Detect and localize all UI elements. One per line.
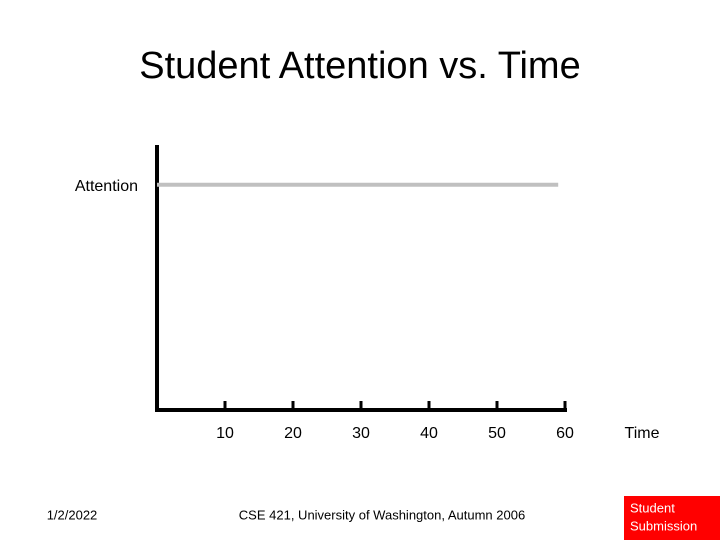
x-axis-label: Time bbox=[625, 425, 660, 442]
x-tick-label: 40 bbox=[420, 425, 438, 442]
chart-title: Student Attention vs. Time bbox=[139, 45, 580, 87]
badge-box bbox=[624, 496, 720, 540]
footer-course: CSE 421, University of Washington, Autum… bbox=[239, 507, 525, 522]
x-tick-label: 50 bbox=[488, 425, 506, 442]
x-tick-label: 20 bbox=[284, 425, 302, 442]
x-tick-label: 30 bbox=[352, 425, 370, 442]
y-axis-label: Attention bbox=[75, 178, 138, 195]
x-tick-label: 60 bbox=[556, 425, 574, 442]
badge-text: Student bbox=[630, 500, 675, 515]
x-tick-label: 10 bbox=[216, 425, 234, 442]
badge-text: Submission bbox=[630, 518, 697, 533]
footer-date: 1/2/2022 bbox=[47, 507, 98, 522]
plot: 10 20 30 40 50 60 bbox=[155, 145, 574, 442]
badge: Student Submission bbox=[624, 496, 720, 540]
